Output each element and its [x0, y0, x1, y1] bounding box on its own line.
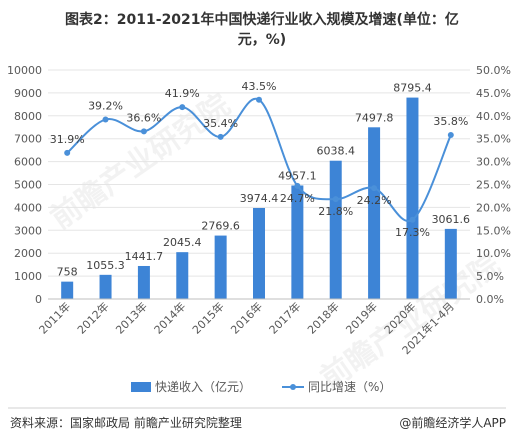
bar — [444, 228, 457, 299]
line-value-label: 31.9% — [50, 133, 85, 146]
bar-value-label: 8795.4 — [393, 82, 432, 95]
line-point — [179, 104, 186, 111]
bar — [253, 207, 265, 299]
line-point — [256, 96, 262, 103]
line-series — [64, 96, 454, 223]
footer-brand: @前瞻经济学人APP — [399, 415, 506, 430]
bar-value-label: 3974.4 — [240, 192, 279, 205]
line-value-label: 17.3% — [395, 226, 430, 239]
x-tick-label: 2016年 — [228, 299, 265, 336]
bar-value-label: 3061.6 — [432, 213, 471, 226]
chart-title-line2: 元，%) — [238, 32, 286, 48]
bar — [176, 252, 189, 299]
line-point — [332, 196, 339, 203]
x-tick-label: 2012年 — [74, 299, 111, 336]
bar-value-label: 6038.4 — [316, 145, 355, 158]
y2-tick-label: 15.0% — [476, 224, 511, 237]
bar — [406, 97, 419, 299]
line-value-label: 35.8% — [433, 115, 468, 128]
line-value-label: 24.2% — [357, 194, 392, 207]
line-point — [409, 216, 416, 223]
bar — [329, 160, 342, 299]
bar-value-label: 7497.8 — [355, 111, 394, 124]
y-tick-label: 9000 — [14, 87, 42, 100]
y2-tick-label: 5.0% — [476, 270, 504, 283]
bar — [291, 185, 304, 299]
y2-tick-label: 0.0% — [476, 293, 504, 306]
x-tick-label: 2018年 — [304, 299, 341, 336]
bar — [214, 235, 227, 299]
y-tick-label: 5000 — [14, 179, 42, 192]
x-tick-label: 2017年 — [266, 299, 303, 336]
line-value-label: 39.2% — [88, 99, 123, 112]
y-tick-label: 2000 — [14, 247, 42, 260]
bar — [137, 265, 150, 299]
legend-swatch-line-marker — [290, 384, 296, 390]
line-point — [64, 149, 71, 156]
x-tick-label: 2014年 — [151, 299, 188, 336]
y2-tick-label: 30.0% — [476, 156, 511, 169]
line-point — [140, 128, 147, 135]
right-axis: 0.0% 5.0% 10.0% 15.0% 20.0% 25.0% 30.0% 35.0% 40… — [476, 64, 511, 306]
bar-value-label: 1055.3 — [86, 259, 125, 272]
bar — [99, 274, 112, 299]
y-tick-label: 1000 — [14, 270, 42, 283]
legend-label-bar: 快递收入（亿元） — [155, 379, 251, 394]
x-tick-label: 2015年 — [189, 299, 226, 336]
y2-tick-label: 45.0% — [476, 87, 511, 100]
line-point — [294, 182, 301, 189]
y2-tick-label: 35.0% — [476, 133, 511, 146]
x-tick-label: 2013年 — [113, 299, 150, 336]
line-value-labels: 31.9% 39.2%36.6% 41.9% 35.4% 43.5% 24.7%21.8%… — [50, 80, 469, 239]
y2-tick-label: 50.0% — [476, 64, 511, 77]
y2-tick-label: 20.0% — [476, 201, 511, 214]
y-tick-label: 0 — [35, 293, 42, 306]
legend-swatch-bar — [131, 382, 151, 392]
footer-source: 资料来源：国家邮政局 前瞻产业研究院整理 — [10, 415, 242, 430]
y-tick-label: 3000 — [14, 224, 42, 237]
bar — [61, 281, 74, 299]
y-tick-label: 7000 — [14, 133, 42, 146]
line-value-label: 35.4% — [203, 117, 238, 130]
chart-title-line1: 图表2：2011-2021年中国快递行业收入规模及增速(单位：亿 — [65, 11, 459, 28]
growth-line — [66, 97, 452, 223]
line-value-label: 21.8% — [318, 205, 353, 218]
bar-value-label: 758 — [57, 266, 78, 279]
line-point — [102, 116, 109, 123]
line-point — [447, 132, 454, 139]
line-value-label: 24.7% — [280, 192, 315, 205]
y2-tick-label: 40.0% — [476, 110, 511, 123]
line-value-label: 36.6% — [126, 111, 161, 124]
bar-value-label: 4957.1 — [278, 169, 317, 182]
left-axis: 0 1000 2000 3000 4000 5000 6000 7000 8000 9000 100… — [7, 64, 42, 306]
legend-label-line: 同比增速（%） — [308, 380, 391, 394]
y-tick-label: 4000 — [14, 201, 42, 214]
y2-tick-label: 10.0% — [476, 247, 511, 260]
line-point — [217, 133, 224, 140]
bar — [368, 127, 381, 299]
line-value-label: 43.5% — [242, 80, 277, 93]
bar-value-label: 2769.6 — [201, 220, 240, 233]
bar-value-label: 2045.4 — [163, 236, 202, 249]
y-tick-label: 6000 — [14, 156, 42, 169]
legend: 快递收入（亿元） 同比增速（%） — [131, 379, 391, 394]
bar-value-label: 1441.7 — [125, 250, 164, 263]
line-point — [371, 185, 378, 192]
line-value-label: 41.9% — [165, 87, 200, 100]
y-tick-label: 8000 — [14, 110, 42, 123]
bar-series — [61, 97, 457, 299]
y-tick-label: 10000 — [7, 64, 42, 77]
y2-tick-label: 25.0% — [476, 179, 511, 192]
